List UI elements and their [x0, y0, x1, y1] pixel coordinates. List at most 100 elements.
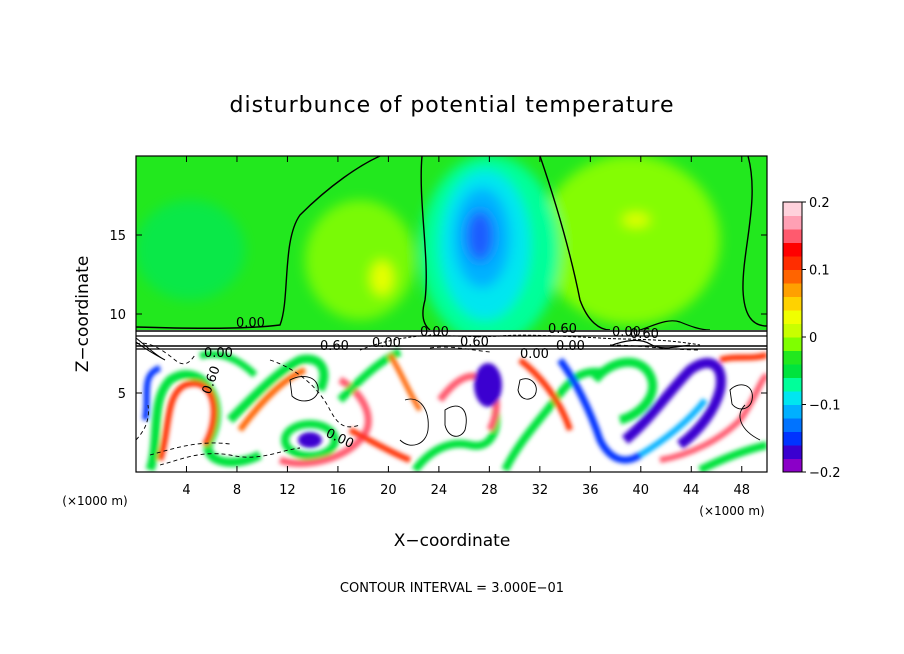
contour-label: 0.00 [612, 325, 641, 340]
zero-contour-center-right [539, 156, 611, 331]
eddy-band-16 [638, 398, 708, 458]
x-axis-unit-left: (×1000 m) [62, 494, 127, 508]
x-tick-label: 36 [582, 483, 599, 498]
eddy-band-14 [591, 357, 658, 425]
lower-layer-contours [136, 342, 761, 466]
colorbar-swatch [783, 418, 802, 432]
colorbar-swatch [783, 404, 802, 419]
eddy-band-9 [411, 409, 501, 472]
y-tick-label: 10 [109, 308, 126, 323]
eddy-band-20 [198, 350, 258, 378]
eddy-band-17 [659, 372, 767, 463]
contour-label: 0.00 [236, 316, 265, 331]
y-axis-ticks: 5 10 15 [109, 229, 767, 402]
x-axis-label: X−coordinate [394, 531, 511, 551]
eddy-band-19 [719, 352, 767, 363]
y-tick-label: 5 [118, 387, 126, 402]
colorbar-tick-label: 0 [809, 331, 817, 346]
eddy-band-3 [142, 365, 162, 421]
zero-contour-left [136, 156, 381, 329]
eddy-band-12 [518, 357, 573, 431]
contour-label: 0.60 [548, 322, 577, 337]
contour-label: 0.00 [204, 346, 233, 361]
upper-layer-field [136, 156, 720, 345]
y-axis-label: Z−coordinate [73, 256, 93, 373]
colorbar-swatch [783, 229, 802, 243]
eddy-core-1-inner [298, 432, 322, 448]
colorbar-tick-label: 0.2 [809, 196, 830, 211]
x-tick-label: 8 [233, 483, 241, 498]
zero-contour-center-left [420, 156, 431, 331]
colorbar-swatch [783, 377, 802, 392]
eddy-band-15 [621, 357, 726, 449]
colorbar-tick-label: 0.1 [809, 264, 830, 279]
cool-region-far-left [136, 200, 245, 300]
contour-labels: 0.000.00 0.600.00 0.600.000.000.600.000.60… [200, 316, 659, 452]
cold-core [466, 210, 494, 262]
eddy-band-7 [337, 348, 402, 403]
plot-area: 0.000.00 0.600.00 0.600.000.000.600.000.60… [136, 156, 767, 472]
warm-core-right [622, 213, 650, 227]
colorbar-swatch [783, 310, 802, 324]
colorbar-tick-label: −0.2 [809, 466, 841, 481]
colorbar-swatch [783, 350, 802, 365]
colorbar-swatch [783, 364, 802, 378]
colorbar-swatch [783, 283, 802, 297]
colorbar-swatch [783, 269, 802, 284]
colorbar-swatch [783, 202, 802, 216]
eddy-band-18 [698, 441, 767, 472]
x-tick-label: 28 [481, 483, 498, 498]
contour-label: 0.60 [320, 339, 349, 354]
layer-interface [136, 330, 767, 361]
warm-core-left [370, 260, 394, 296]
zero-contour-right [742, 156, 767, 327]
colorbar-swatch [783, 256, 802, 270]
colorbar-swatch [783, 445, 802, 459]
eddy-band-2 [157, 380, 218, 461]
colorbar-swatch [783, 458, 802, 473]
colorbar-swatch [783, 296, 802, 311]
warm-region-left [305, 200, 415, 320]
colorbar-swatch [783, 431, 802, 446]
colorbar-tick-label: −0.1 [809, 399, 841, 414]
eddy-core-2 [474, 363, 502, 407]
x-tick-label: 48 [733, 483, 750, 498]
colorbar: 0.2 0.1 0 −0.1 −0.2 [782, 196, 841, 481]
contour-label: 0.00 [372, 336, 401, 351]
warm-region-right [540, 156, 720, 325]
colorbar-swatch [783, 215, 802, 230]
x-tick-label: 4 [182, 483, 190, 498]
contour-label: 0.00 [420, 325, 449, 340]
x-tick-label: 44 [683, 483, 700, 498]
chart-title: disturbunce of potential temperature [230, 93, 675, 118]
colorbar-swatch [783, 337, 802, 351]
x-axis-ticks: 4 8 12 16 20 24 28 32 36 40 44 48 [182, 156, 750, 498]
contour-label: 0.60 [630, 327, 659, 342]
x-tick-label: 12 [279, 483, 296, 498]
x-tick-label: 16 [330, 483, 347, 498]
x-tick-label: 40 [633, 483, 650, 498]
x-axis-unit-right: (×1000 m) [699, 504, 764, 518]
colorbar-swatches [783, 202, 802, 473]
contour-label: 0.60 [460, 335, 489, 350]
colorbar-swatch [783, 391, 802, 405]
x-tick-label: 32 [532, 483, 549, 498]
x-tick-label: 20 [380, 483, 397, 498]
eddy-band-8 [348, 427, 412, 463]
lower-layer-field [142, 348, 767, 472]
eddy-band-13 [557, 357, 642, 464]
eddy-core-1 [281, 420, 339, 460]
eddy-band-6 [278, 376, 372, 467]
eddy-band-4 [226, 354, 329, 424]
colorbar-swatch [783, 323, 802, 338]
colorbar-swatch [783, 242, 802, 257]
eddy-band-5 [237, 367, 307, 432]
y-tick-label: 15 [109, 229, 126, 244]
colorbar-ticks: 0.2 0.1 0 −0.1 −0.2 [802, 196, 841, 481]
contour-interval-note: CONTOUR INTERVAL = 3.000E−01 [340, 581, 564, 596]
contour-right-bump [639, 320, 711, 331]
x-tick-label: 24 [431, 483, 448, 498]
contour-label: 0.00 [520, 347, 549, 362]
contour-label: 0.00 [556, 339, 585, 354]
eddy-band-21 [387, 353, 423, 412]
